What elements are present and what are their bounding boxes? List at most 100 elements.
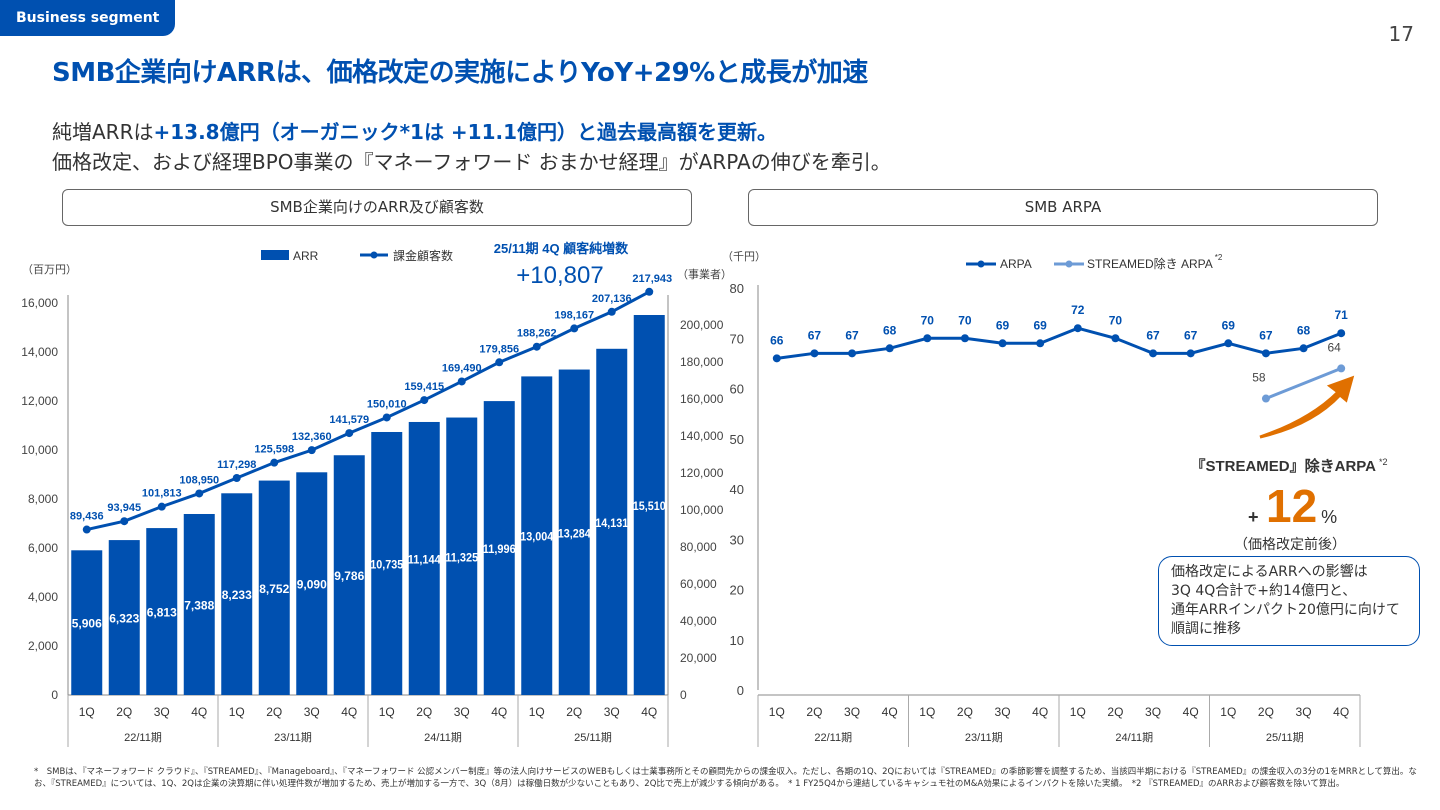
customer-label: 159,415	[404, 381, 444, 393]
customer-label: 207,136	[592, 293, 632, 305]
legend-customer-dot	[370, 251, 378, 259]
arpa-label: 69	[996, 318, 1010, 332]
y-tick-label: 10,000	[21, 443, 58, 457]
page-title: SMB企業向けARRは、価格改定の実施によりYoY+29%と成長が加速	[52, 58, 868, 88]
arpa-label: 71	[1335, 308, 1349, 322]
sub1-a: 純増ARRは	[52, 120, 154, 144]
callout-title: 『STREAMED』除きARPA	[1190, 457, 1376, 475]
footnote: * SMBは、『マネーフォワード クラウド』、『STREAMED』、『Manag…	[34, 767, 1417, 789]
customer-label: 179,856	[479, 343, 519, 355]
arr-bar	[146, 528, 178, 695]
legend-streamed-sup: *2	[1215, 253, 1223, 262]
customer-point	[270, 458, 279, 467]
customer-label: 89,436	[70, 511, 104, 523]
arpa-point	[1299, 344, 1308, 353]
arr-bar	[371, 431, 403, 695]
y-tick-label: 60	[730, 382, 744, 397]
arpa-label: 64	[1328, 340, 1342, 354]
y-tick-label: 70	[730, 331, 744, 346]
arpa-point	[848, 349, 857, 358]
arpa-point	[1149, 349, 1158, 358]
arpa-point	[1036, 339, 1045, 348]
arpa-point	[1261, 349, 1270, 358]
x-tick-label: 3Q	[304, 705, 320, 719]
y2-tick-label: 180,000	[680, 355, 724, 369]
x-tick-label: 3Q	[1145, 705, 1161, 719]
legend-streamed-label: STREAMED除き ARPA	[1087, 256, 1213, 271]
x-tick-label: 1Q	[1220, 705, 1236, 719]
y-unit: （百万円）	[22, 263, 77, 276]
group-label: 25/11期	[574, 731, 612, 744]
arr-bar-label: 9,090	[297, 578, 327, 592]
y-tick-label: 14,000	[21, 345, 58, 359]
x-tick-label: 2Q	[806, 705, 822, 719]
arpa-point	[998, 339, 1007, 348]
y-tick-label: 80	[730, 281, 744, 296]
arpa-label: 58	[1252, 371, 1266, 385]
x-tick-label: 3Q	[1296, 705, 1312, 719]
arr-bar	[333, 455, 365, 695]
x-tick-label: 1Q	[769, 705, 785, 719]
arpa-label: 70	[1109, 313, 1123, 327]
customer-point	[157, 502, 166, 511]
x-tick-label: 2Q	[1107, 705, 1123, 719]
arpa-point	[810, 349, 819, 358]
customer-point	[570, 324, 579, 333]
customer-label: 132,360	[292, 431, 332, 443]
customer-label: 101,813	[142, 488, 182, 500]
y-tick-label: 10	[730, 633, 744, 648]
y-tick-label: 40	[730, 482, 744, 497]
arpa-label: 67	[1146, 328, 1160, 342]
note-box: 価格改定によるARRへの影響は 3Q 4Q合計で+約14億円と、 通年ARRイン…	[1158, 556, 1420, 646]
arr-bar-label: 10,735	[370, 557, 403, 571]
arr-bar-label: 5,906	[72, 617, 102, 631]
customer-point	[345, 429, 354, 438]
x-tick-label: 1Q	[79, 705, 95, 719]
y2-tick-label: 100,000	[680, 503, 724, 517]
page-number: 17	[1388, 22, 1414, 46]
note-line: 価格改定によるARRへの影響は	[1171, 564, 1368, 580]
arpa-point	[1224, 339, 1233, 348]
arr-bar	[108, 540, 140, 695]
customer-point	[495, 358, 504, 367]
callout-suffix: %	[1321, 507, 1337, 527]
arpa-label: 67	[845, 328, 859, 342]
arr-bar	[446, 417, 478, 695]
arpa-label: 72	[1071, 303, 1085, 317]
customer-label: 125,598	[254, 444, 294, 456]
note-line: 通年ARRインパクト20億円に向けて	[1171, 602, 1400, 618]
annotation-value: +10,807	[516, 262, 603, 289]
arr-bar-label: 6,323	[109, 612, 139, 626]
streamed-excl-line	[1265, 367, 1342, 400]
customer-label: 93,945	[107, 502, 141, 514]
arr-bar	[521, 376, 553, 695]
customer-point	[307, 446, 316, 455]
arpa-label: 67	[808, 328, 822, 342]
arpa-point	[1337, 329, 1346, 338]
y-tick-label: 2,000	[28, 639, 58, 653]
arpa-line	[776, 326, 1342, 360]
arpa-point	[960, 334, 969, 343]
customer-point	[532, 342, 541, 351]
arpa-label: 70	[958, 313, 972, 327]
arpa-label: 69	[1034, 318, 1048, 332]
arr-bar-label: 8,233	[222, 588, 252, 602]
x-tick-label: 4Q	[191, 705, 207, 719]
y2-tick-label: 20,000	[680, 651, 717, 665]
customer-label: 117,298	[217, 459, 256, 471]
arpa-label: 67	[1259, 328, 1273, 342]
customer-label: 150,010	[367, 398, 407, 410]
y2-tick-label: 200,000	[680, 318, 724, 332]
sub1-b: +13.8億円（オーガニック*1は +11.1億円）	[153, 120, 578, 144]
legend-arr-swatch	[261, 250, 289, 260]
legend-arr-label: ARR	[293, 249, 319, 263]
group-label: 24/11期	[424, 731, 462, 744]
arr-bar	[221, 493, 253, 695]
legend-customer-label: 課金顧客数	[393, 248, 453, 263]
group-label: 25/11期	[1266, 731, 1304, 744]
y-tick-label: 0	[737, 683, 744, 698]
x-tick-label: 2Q	[957, 705, 973, 719]
arpa-point	[1261, 394, 1270, 403]
group-label: 23/11期	[274, 731, 312, 744]
group-label: 24/11期	[1115, 731, 1153, 744]
